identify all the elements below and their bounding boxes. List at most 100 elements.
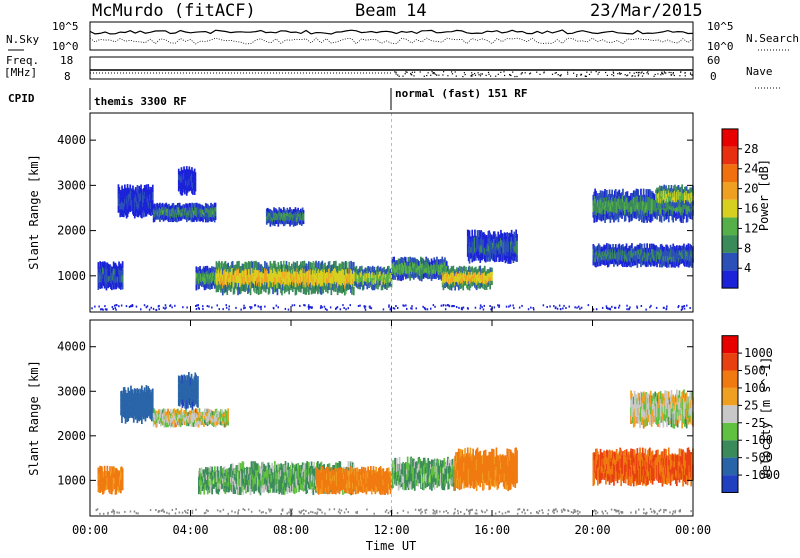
nave-dot — [607, 75, 608, 76]
scatter-dot — [416, 307, 418, 309]
scatter-dot — [629, 306, 631, 308]
scatter-dot — [521, 305, 523, 307]
nave-dot — [488, 74, 489, 75]
nave-dot — [629, 72, 630, 73]
scatter-dot — [260, 306, 262, 308]
scatter-dot — [324, 306, 326, 308]
scatter-dot — [273, 307, 275, 309]
scatter-dot — [560, 308, 562, 310]
scatter-dot — [569, 306, 571, 308]
nave-dot — [665, 72, 666, 73]
scatter-dot — [565, 307, 567, 309]
scatter-dot — [411, 308, 413, 310]
scatter-dot — [447, 304, 449, 306]
echo-cell — [122, 474, 124, 480]
scatter-dot — [441, 305, 443, 307]
scatter-dot — [636, 306, 638, 308]
nave-dot — [648, 73, 649, 74]
nave-dot — [643, 73, 644, 74]
echo-cell — [507, 256, 509, 264]
scatter-dot — [405, 304, 407, 306]
scatter-dot — [343, 307, 345, 309]
echo-cell — [252, 262, 254, 269]
nave-dot — [576, 76, 577, 77]
y-tick-label: 1000 — [57, 269, 86, 283]
power-colorbar-segment — [722, 200, 738, 218]
nave-dot — [679, 75, 680, 76]
echo-cell — [613, 262, 615, 267]
scatter-dot — [140, 308, 142, 310]
echo-cell — [644, 243, 646, 248]
scatter-dot — [104, 305, 106, 307]
nave-dot — [474, 73, 475, 74]
nave-dot — [399, 76, 400, 77]
nave-dot — [647, 71, 648, 72]
scatter-dot — [264, 306, 266, 308]
echo-cell — [141, 211, 143, 218]
scatter-dot — [311, 307, 313, 309]
echo-region — [467, 230, 518, 264]
noise-sky-line — [90, 30, 693, 34]
scatter-dot — [299, 305, 301, 307]
scatter-dot — [186, 307, 188, 309]
scatter-dot — [199, 308, 201, 310]
scatter-dot — [563, 305, 565, 307]
scatter-dot — [219, 308, 221, 310]
echo-cell — [516, 255, 518, 262]
nave-dot — [414, 72, 415, 73]
nave-dot — [591, 72, 592, 73]
freq-left-tick-high: 18 — [60, 54, 73, 67]
nave-dot — [625, 74, 626, 75]
echo-cell — [220, 466, 222, 472]
scatter-dot — [666, 308, 668, 310]
scatter-dot — [686, 305, 688, 307]
nave-dot — [451, 71, 452, 72]
scatter-dot — [345, 308, 347, 310]
nave-dot — [692, 74, 693, 75]
echo-cell — [196, 284, 198, 290]
scatter-dot — [165, 304, 167, 306]
scatter-dot — [359, 305, 361, 307]
echo-cell — [162, 203, 164, 207]
echo-cell — [640, 189, 642, 196]
scatter-dot — [533, 307, 535, 309]
scatter-dot — [498, 306, 500, 308]
power-colorbar-segment — [722, 147, 738, 165]
nave-label: Nave — [746, 65, 773, 78]
scatter-dot — [226, 307, 228, 309]
scatter-dot — [144, 304, 146, 306]
scatter-dot — [445, 305, 447, 307]
scatter-dot — [394, 308, 396, 310]
nave-dot — [669, 72, 670, 73]
scatter-dot — [555, 307, 557, 309]
scatter-dot — [494, 306, 496, 308]
echo-cell — [181, 408, 183, 412]
scatter-dot — [684, 305, 686, 307]
echo-cell — [393, 257, 395, 262]
scatter-dot — [678, 305, 680, 307]
echo-cell — [122, 275, 124, 282]
scatter-dot — [174, 305, 176, 307]
nave-dot — [407, 72, 408, 73]
scatter-dot — [171, 306, 173, 308]
scatter-dot — [112, 306, 114, 308]
nave-dot — [660, 74, 661, 75]
scatter-dot — [288, 309, 290, 311]
power-colorbar-label: Power [dB] — [757, 159, 771, 231]
echo-cell — [215, 211, 217, 215]
echo-cell — [303, 210, 305, 214]
scatter-dot — [481, 306, 483, 308]
scatter-dot — [244, 307, 246, 309]
nave-dot — [396, 73, 397, 74]
nave-dot — [635, 76, 636, 77]
echo-cell — [204, 409, 206, 413]
echo-cell — [215, 216, 217, 220]
echo-cell — [197, 384, 199, 392]
nave-dot — [684, 72, 685, 73]
echo-cell — [173, 423, 175, 428]
echo-cell — [610, 216, 612, 223]
scatter-dot — [543, 304, 545, 306]
nave-dot — [433, 73, 434, 74]
power-colorbar-tick-label: 8 — [744, 241, 751, 255]
echo-cell — [668, 215, 670, 222]
